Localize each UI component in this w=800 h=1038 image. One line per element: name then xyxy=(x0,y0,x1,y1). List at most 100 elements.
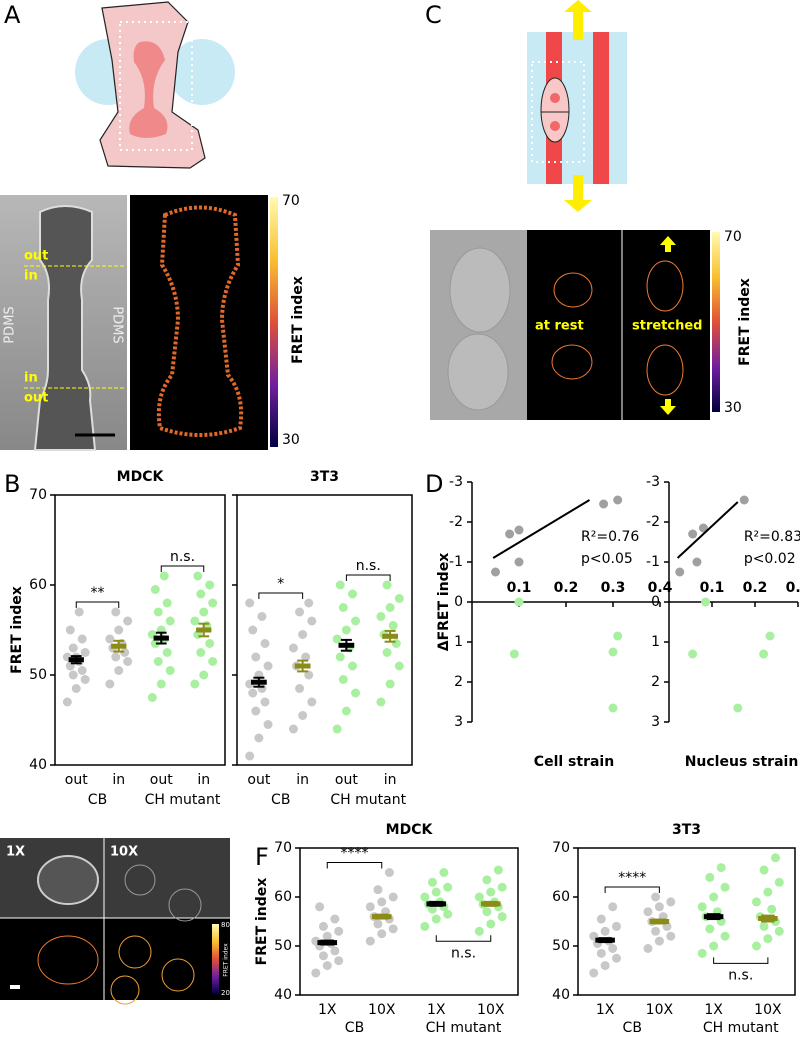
image-label: PDMS xyxy=(3,306,18,343)
data-point xyxy=(751,897,761,907)
data-point xyxy=(698,523,708,533)
data-point xyxy=(388,892,398,902)
group-label: CB xyxy=(623,1020,642,1036)
data-point xyxy=(62,697,72,707)
data-point xyxy=(373,919,383,929)
data-point xyxy=(765,631,775,641)
image-label: in xyxy=(24,371,38,386)
data-point xyxy=(608,902,618,912)
significance-bracket xyxy=(160,565,205,572)
data-point xyxy=(697,902,707,912)
data-point xyxy=(304,670,314,680)
data-point xyxy=(80,675,90,684)
data-point xyxy=(338,675,348,684)
stretch-diagram xyxy=(527,0,627,212)
data-point xyxy=(248,625,258,635)
data-point xyxy=(739,495,749,505)
x-tick-label: 1X xyxy=(427,1002,446,1018)
data-point xyxy=(196,648,206,657)
data-point xyxy=(77,634,87,644)
data-point xyxy=(111,652,121,662)
data-point xyxy=(301,652,311,662)
data-point xyxy=(335,652,345,662)
data-point xyxy=(365,902,375,912)
data-point xyxy=(675,567,685,577)
colorbar-label: 30 xyxy=(724,400,742,416)
data-point xyxy=(666,897,676,907)
x-tick-label: in xyxy=(296,772,309,788)
x-tick-label: out xyxy=(65,772,88,788)
y-tick-label: 70 xyxy=(552,840,570,856)
data-point xyxy=(304,598,314,608)
data-point xyxy=(431,914,441,924)
data-point xyxy=(373,885,383,895)
stat-annotation: R²=0.83 xyxy=(744,529,800,545)
significance-label: **** xyxy=(618,870,646,886)
data-point xyxy=(720,882,730,892)
data-point xyxy=(376,612,386,621)
data-point xyxy=(351,688,361,698)
data-point xyxy=(288,643,298,653)
data-point xyxy=(759,865,769,875)
data-point xyxy=(474,892,484,902)
x-tick-label: 10X xyxy=(368,1002,396,1018)
y-tick-label: 60 xyxy=(29,577,47,593)
data-point xyxy=(341,625,351,635)
image-label: 1X xyxy=(6,845,25,860)
data-point xyxy=(254,733,264,743)
significance-bracket xyxy=(345,574,391,581)
y-tick-label: -1 xyxy=(449,554,463,570)
data-point xyxy=(596,948,606,958)
y-tick-label: -1 xyxy=(646,554,660,570)
y-tick-label: 3 xyxy=(651,714,660,730)
data-point xyxy=(68,670,78,680)
group-label: CH mutant xyxy=(703,1020,779,1036)
data-point xyxy=(260,697,270,707)
data-point xyxy=(427,877,437,887)
data-point xyxy=(334,926,344,936)
significance-bracket xyxy=(435,935,492,942)
data-point xyxy=(509,649,519,659)
data-point xyxy=(385,603,395,612)
data-point xyxy=(763,887,773,897)
data-point xyxy=(654,936,664,946)
y-tick-label: 50 xyxy=(29,667,47,683)
data-point xyxy=(514,557,524,567)
group-label: CB xyxy=(271,792,290,808)
data-point xyxy=(514,525,524,535)
data-point xyxy=(263,720,273,729)
data-point xyxy=(720,931,730,941)
data-point xyxy=(298,711,308,720)
data-point xyxy=(376,697,386,707)
data-point xyxy=(348,589,357,599)
x-tick-label: 0.1 xyxy=(700,580,725,596)
data-point xyxy=(688,529,698,539)
stat-annotation: R²=0.76 xyxy=(581,529,639,545)
data-point xyxy=(150,639,160,648)
significance-label: n.s. xyxy=(356,558,381,574)
data-point xyxy=(692,557,702,567)
x-tick-label: 1X xyxy=(704,1002,723,1018)
x-tick-label: 10X xyxy=(477,1002,505,1018)
data-point xyxy=(716,863,726,873)
chart-title: 3T3 xyxy=(672,822,701,838)
chart-title: MDCK xyxy=(386,822,434,838)
fit-line xyxy=(676,501,739,559)
data-point xyxy=(334,956,344,966)
data-point xyxy=(388,924,398,934)
colorbar-title: FRET index xyxy=(737,278,753,366)
data-point xyxy=(199,607,209,617)
data-point xyxy=(589,968,599,978)
x-tick-label: 1X xyxy=(318,1002,337,1018)
data-point xyxy=(600,961,610,971)
data-point xyxy=(196,589,206,599)
data-point xyxy=(643,943,653,953)
data-point xyxy=(123,657,133,666)
data-point xyxy=(68,643,78,653)
data-point xyxy=(205,639,215,648)
data-point xyxy=(330,946,340,956)
x-tick-label: 0.4 xyxy=(648,580,673,596)
data-point xyxy=(388,621,398,630)
x-tick-label: 0.2 xyxy=(554,580,579,596)
group-label: CB xyxy=(88,792,107,808)
